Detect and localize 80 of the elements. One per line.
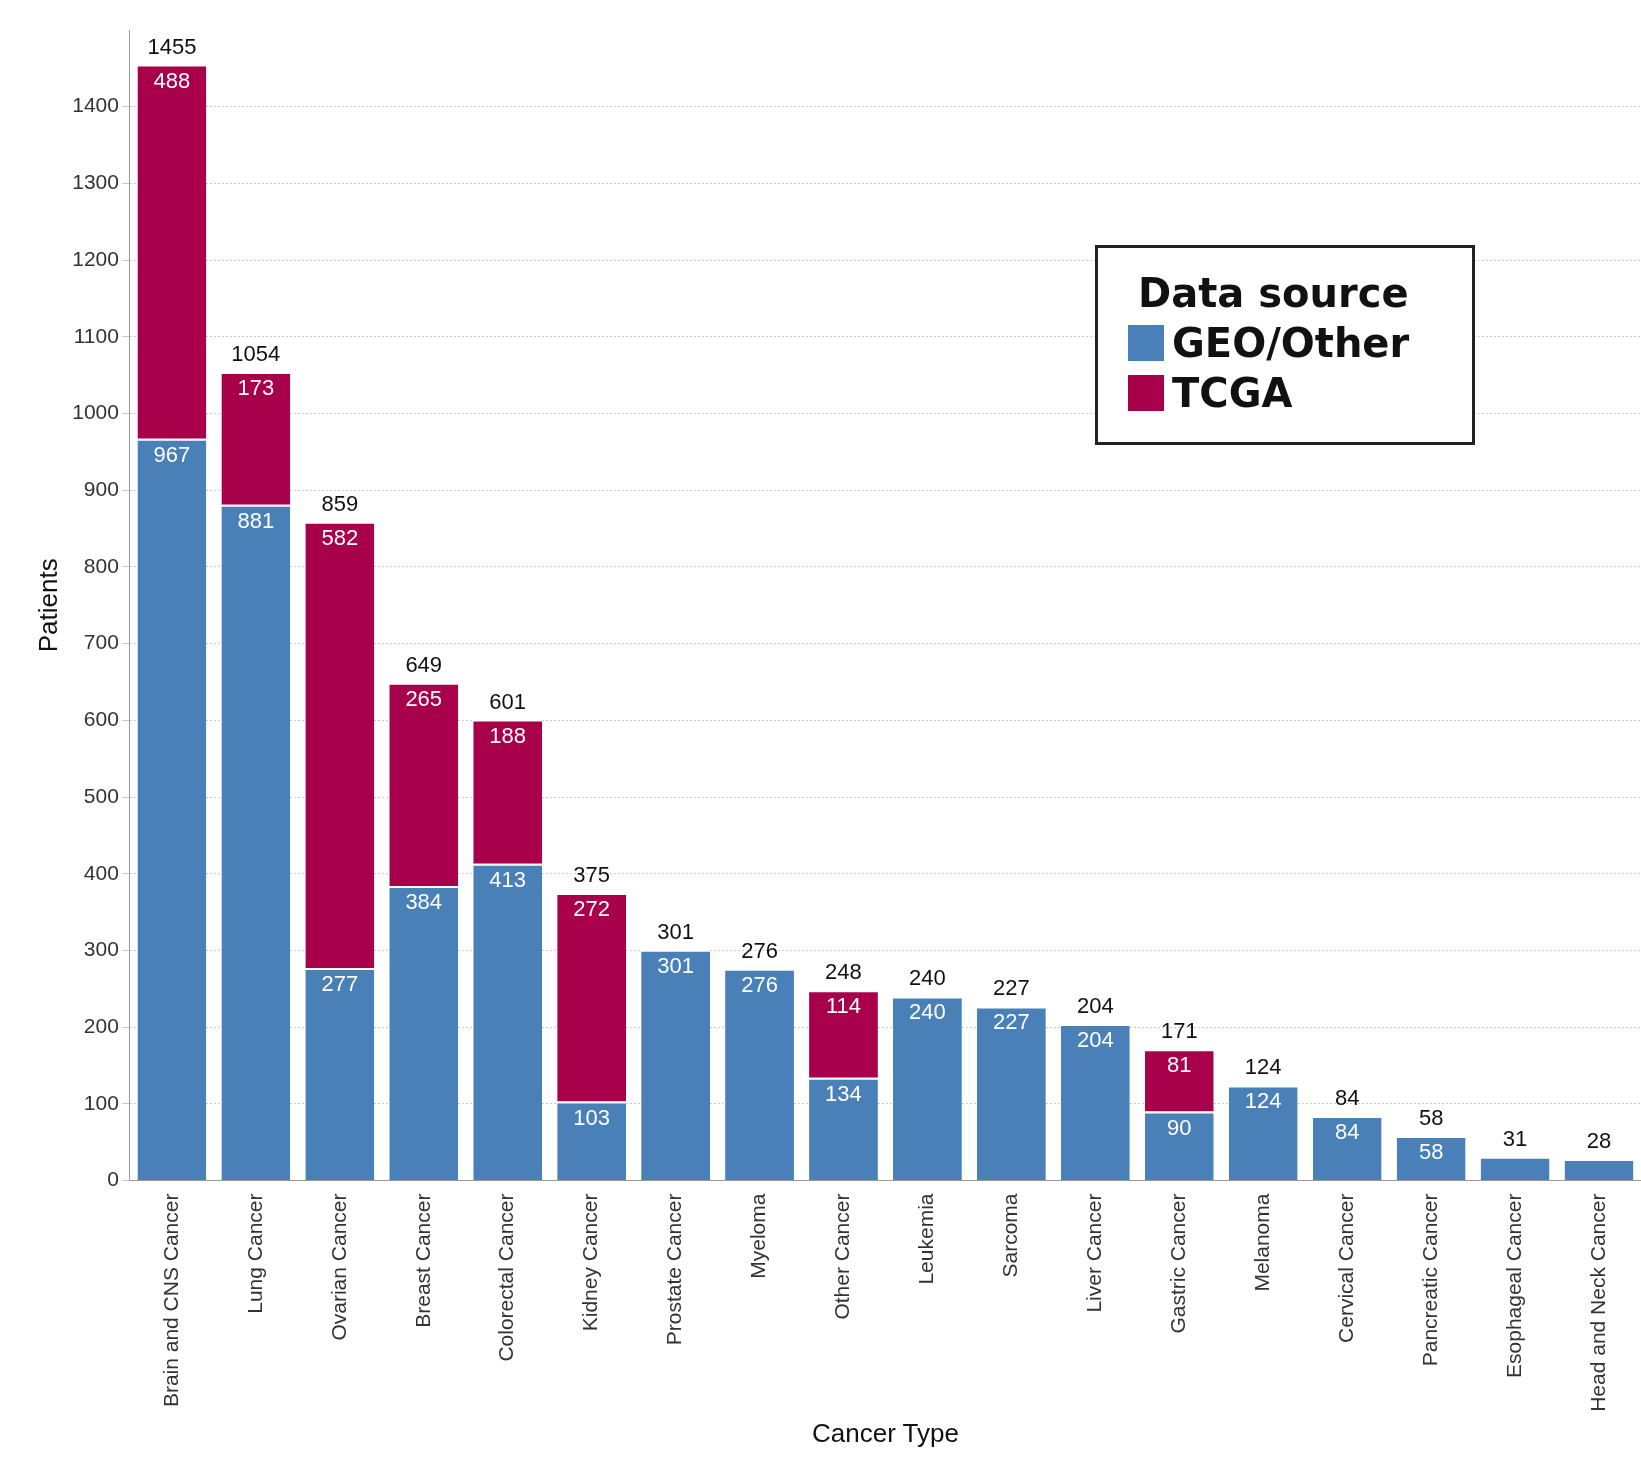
data-label: 384 [405,889,443,915]
total-label: 28 [1586,1128,1612,1154]
y-tick-label: 0 [107,1167,119,1191]
data-label: 582 [321,524,359,550]
total-label: 227 [993,975,1030,1001]
data-label: 204 [1076,1027,1114,1053]
x-tick-label: Cervical Cancer [1333,1193,1357,1343]
total-label: 58 [1418,1105,1444,1131]
legend-label: GEO/Other [1172,320,1410,366]
data-label: 84 [1334,1119,1360,1145]
total-label: 1054 [231,341,281,367]
x-tick-label: Ovarian Cancer [326,1193,350,1341]
total-label: 1455 [147,33,197,59]
x-tick-label: Myeloma [746,1193,770,1279]
data-label: 90 [1167,1114,1192,1140]
total-label: 375 [573,861,610,887]
y-axis-title: Patients [32,558,63,653]
data-label: 124 [1244,1088,1282,1114]
y-tick-label: 1200 [72,246,119,270]
x-tick-label: Head and Neck Cancer [1585,1193,1609,1412]
x-tick-label: Liver Cancer [1082,1193,1106,1313]
y-tick-label: 1300 [72,170,119,194]
x-axis-title: Cancer Type [811,1417,959,1448]
data-label: 173 [237,375,275,401]
data-label: 265 [405,685,443,711]
x-tick-label: Brain and CNS Cancer [158,1193,182,1408]
data-label: 488 [153,67,191,93]
data-label: 58 [1418,1139,1444,1165]
y-tick-label: 900 [83,477,119,500]
data-label: 272 [573,895,610,921]
y-tick-label: 700 [83,630,119,654]
y-tick-label: 300 [83,937,119,961]
legend-title: Data source [1138,270,1410,316]
x-tick-label: Other Cancer [830,1193,854,1320]
x-tick-label: Prostate Cancer [662,1193,686,1346]
y-tick-label: 500 [83,783,119,807]
total-label: 248 [825,959,862,985]
data-label: 277 [321,971,359,997]
x-tick-label: Colorectal Cancer [494,1193,518,1362]
x-tick-label: Esophageal Cancer [1501,1193,1525,1378]
data-label: 188 [489,722,527,748]
total-label: 124 [1244,1054,1282,1080]
total-label: 301 [657,918,694,944]
data-label: 301 [657,952,694,978]
y-tick-label: 200 [83,1013,119,1037]
total-label: 276 [741,937,778,963]
data-label: 413 [489,866,527,892]
x-tick-label: Sarcoma [998,1193,1022,1278]
total-label: 859 [321,490,359,516]
total-label: 84 [1334,1085,1360,1111]
data-label: 276 [741,971,778,997]
data-label: 881 [237,507,275,533]
y-tick-label: 1100 [73,323,119,347]
y-tick-label: 600 [83,707,119,731]
x-tick-label: Pancreatic Cancer [1417,1193,1441,1367]
y-tick-label: 1000 [72,400,119,424]
total-label: 601 [489,688,527,714]
total-label: 649 [405,651,443,677]
y-tick-label: 400 [83,860,119,884]
x-tick-label: Kidney Cancer [578,1193,602,1332]
x-tick-label: Melanoma [1250,1193,1274,1292]
data-label: 103 [573,1104,610,1130]
data-label: 81 [1167,1052,1192,1078]
total-label: 171 [1160,1018,1198,1044]
y-tick-label: 100 [83,1090,119,1114]
total-label: 240 [909,965,946,991]
total-label: 31 [1502,1125,1528,1151]
data-label: 134 [825,1080,862,1106]
legend-label: TCGA [1172,370,1293,416]
x-tick-label: Lung Cancer [242,1193,266,1314]
total-label: 204 [1076,993,1114,1019]
data-label: 967 [153,441,191,467]
data-label: 114 [825,993,862,1019]
y-tick-label: 1400 [72,93,119,117]
x-tick-label: Leukemia [914,1193,938,1285]
y-tick-label: 800 [83,553,119,577]
data-label: 227 [993,1009,1030,1035]
x-tick-label: Breast Cancer [410,1193,434,1328]
data-label: 240 [909,999,946,1025]
x-tick-label: Gastric Cancer [1166,1193,1190,1334]
